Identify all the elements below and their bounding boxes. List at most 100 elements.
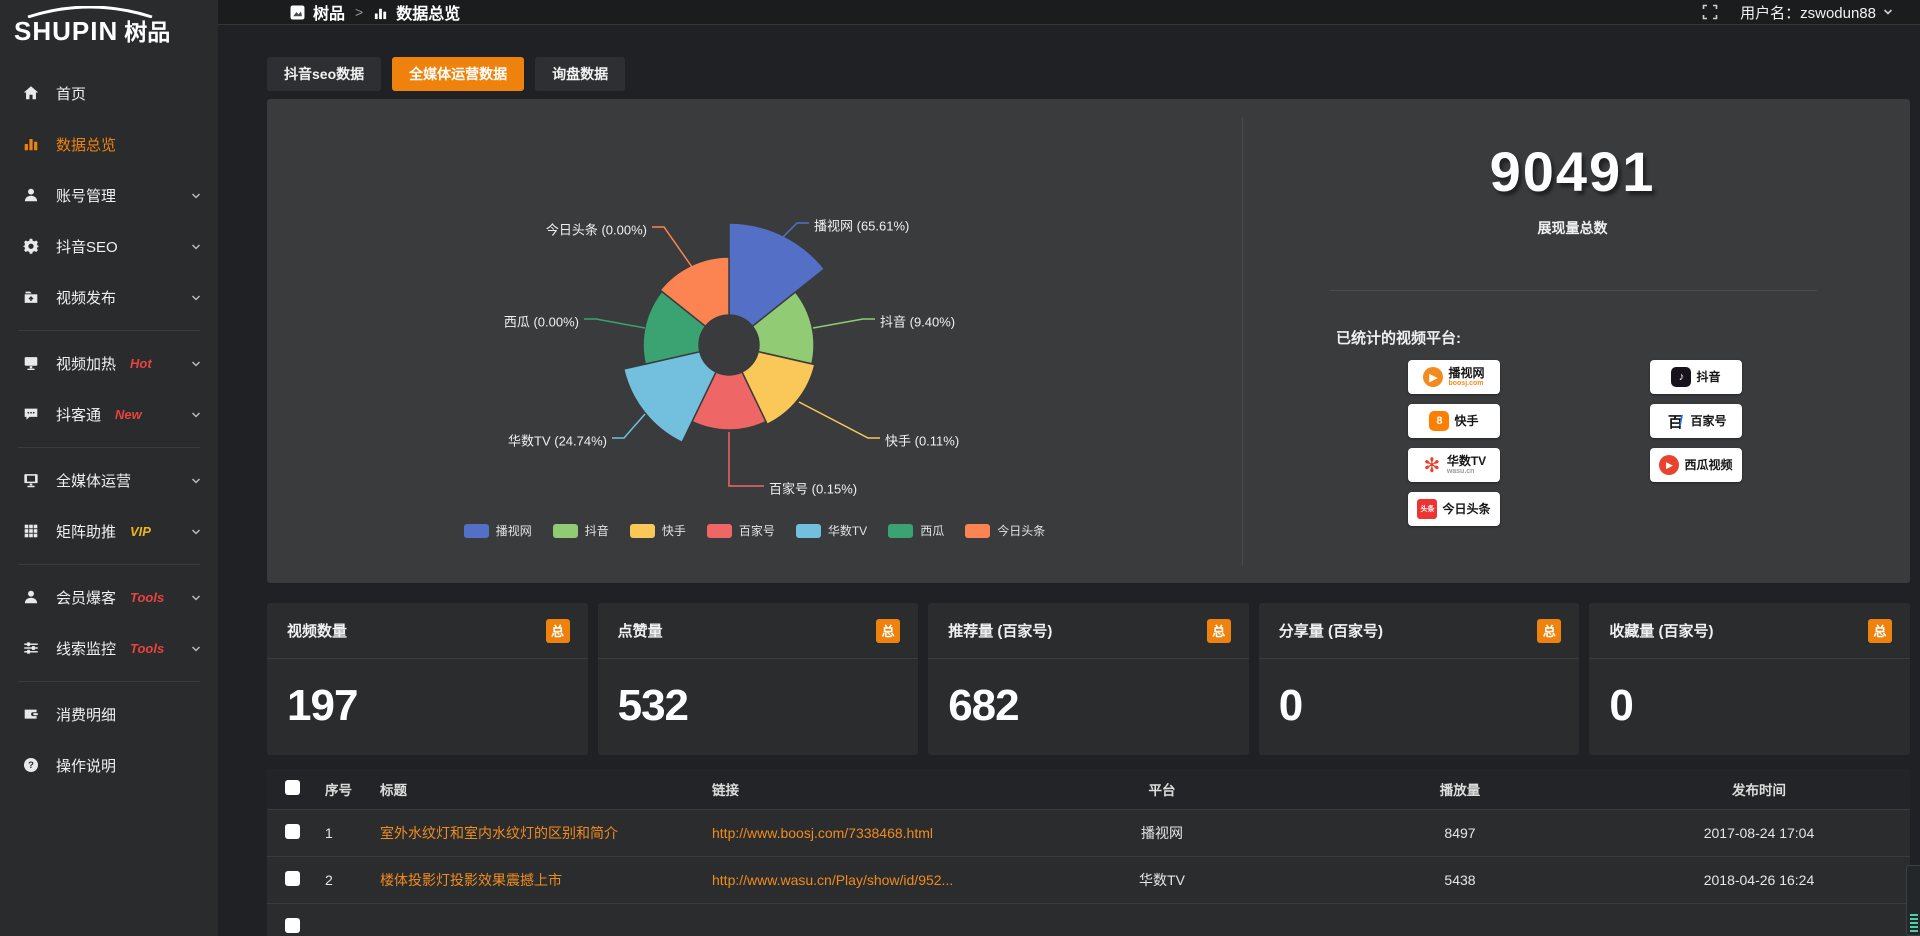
pie-slice-华数TV[interactable]: [622, 350, 718, 444]
stat-card-header: 收藏量 (百家号) 总: [1589, 603, 1910, 659]
legend-item-西瓜[interactable]: 西瓜: [888, 522, 944, 539]
platform-badge-douyin: ♪ 抖音: [1650, 360, 1742, 394]
table-header-row: 序号 标题 链接 平台 播放量 发布时间: [267, 769, 1910, 809]
legend-item-抖音[interactable]: 抖音: [552, 522, 609, 539]
table-row-clipped: [267, 903, 1910, 936]
legend-label: 快手: [661, 524, 686, 538]
impressions-total-label: 展现量总数: [1537, 220, 1608, 236]
pie-slice-播视网[interactable]: [728, 222, 826, 328]
sidebar-item-account-manage[interactable]: 账号管理: [0, 170, 218, 221]
legend-item-播视网[interactable]: 播视网: [463, 522, 532, 539]
pie-leader-line: [728, 432, 764, 487]
stat-card-4: 收藏量 (百家号) 总 0: [1589, 603, 1910, 755]
platform-sub: wasu.cn: [1446, 467, 1475, 475]
sidebar-item-label: 视频发布: [56, 290, 117, 307]
sidebar-item-douketong[interactable]: 抖客通 New: [0, 389, 218, 440]
sidebar-item-lead-monitor[interactable]: 线索监控 Tools: [0, 623, 218, 674]
sidebar-divider: [18, 447, 200, 448]
pie-label-今日头条: 今日头条 (0.00%): [546, 222, 647, 237]
sidebar-item-label: 首页: [56, 86, 87, 103]
legend-item-今日头条[interactable]: 今日头条: [965, 522, 1045, 539]
legend-swatch: [795, 523, 821, 538]
stat-card-header: 点赞量 总: [597, 603, 919, 659]
stat-card-label: 分享量 (百家号): [1278, 623, 1383, 640]
sidebar-item-member-baoke[interactable]: 会员爆客 Tools: [0, 572, 218, 623]
stat-card-1: 点赞量 总 532: [597, 603, 919, 755]
row-checkbox[interactable]: [285, 824, 300, 839]
row-checkbox[interactable]: [285, 918, 300, 933]
breadcrumb-page[interactable]: 数据总览: [373, 0, 460, 24]
stat-card-label: 视频数量: [287, 623, 348, 640]
tab-omni-media-data[interactable]: 全媒体运营数据: [392, 57, 525, 91]
stat-card-label: 点赞量: [617, 623, 663, 640]
cell-title[interactable]: 室外水纹灯和室内水纹灯的区别和简介: [380, 825, 618, 841]
chart-icon: [22, 135, 42, 155]
pie-slice-今日头条[interactable]: [659, 256, 730, 328]
cell-plays: 5438: [1444, 872, 1476, 888]
brand-logo[interactable]: SHUPIN 树品: [0, 0, 218, 58]
total-badge: 总: [1537, 618, 1562, 643]
pie-label-播视网: 播视网 (65.61%): [814, 218, 909, 233]
sidebar-item-video-publish[interactable]: 视频发布: [0, 272, 218, 323]
chat-icon: [22, 405, 42, 425]
side-float-widget[interactable]: [1906, 865, 1920, 936]
legend-item-华数TV[interactable]: 华数TV: [795, 522, 867, 539]
legend-item-快手[interactable]: 快手: [629, 522, 686, 539]
cell-time: 2017-08-24 17:04: [1703, 825, 1815, 841]
sidebar: SHUPIN 树品 首页数据总览账号管理 抖音SEO 视频发布视频加热 Hot 抖客通 N…: [0, 0, 218, 936]
monitor-icon: [22, 471, 42, 491]
kuaishou-logo-icon: 8: [1429, 411, 1450, 431]
pie-slice-快手[interactable]: [740, 350, 816, 426]
wallet-icon: [22, 705, 42, 725]
sidebar-item-omni-media[interactable]: 全媒体运营: [0, 455, 218, 506]
total-badge: 总: [876, 618, 901, 643]
user-menu[interactable]: 用户名：zswodun88: [1740, 2, 1894, 23]
sidebar-item-badge: Tools: [130, 590, 165, 605]
chevron-down-icon: [190, 190, 202, 202]
row-checkbox[interactable]: [285, 871, 300, 886]
sidebar-item-label: 线索监控: [56, 641, 117, 658]
sidebar-item-consume-detail[interactable]: 消费明细: [0, 689, 218, 740]
legend-swatch: [706, 523, 732, 538]
sidebar-item-douyin-seo[interactable]: 抖音SEO: [0, 221, 218, 272]
overview-panel: 播视网 (65.61%) 抖音 (9.40%) 快手 (0.11%) 百家号 (0.1…: [267, 99, 1910, 583]
tab-inquiry-data[interactable]: 询盘数据: [535, 57, 626, 91]
pie-label-快手: 快手 (0.11%): [885, 433, 959, 448]
pie-leader-line: [652, 226, 693, 268]
stat-card-value: 0: [1609, 681, 1633, 730]
logo-text-en: SHUPIN: [14, 16, 119, 46]
sidebar-item-data-overview[interactable]: 数据总览: [0, 119, 218, 170]
sidebar-item-label: 抖客通: [56, 407, 102, 424]
legend-label: 播视网: [495, 524, 532, 538]
breadcrumb-separator: >: [355, 4, 364, 20]
legend-item-百家号[interactable]: 百家号: [706, 522, 775, 539]
pie-label-抖音: 抖音 (9.40%): [880, 314, 955, 329]
tab-douyin-seo-data[interactable]: 抖音seo数据: [267, 57, 382, 91]
platform-badge-toutiao: 头条 今日头条: [1408, 492, 1500, 526]
sidebar-item-label: 会员爆客: [56, 590, 117, 607]
col-time: 发布时间: [1732, 783, 1786, 798]
sidebar-item-label: 视频加热: [56, 356, 117, 373]
stat-card-header: 分享量 (百家号) 总: [1258, 603, 1580, 659]
sidebar-item-matrix-boost[interactable]: 矩阵助推 VIP: [0, 506, 218, 557]
cell-link[interactable]: http://www.wasu.cn/Play/show/id/952...: [712, 872, 954, 888]
cell-title[interactable]: 楼体投影灯投影效果震撼上市: [380, 872, 562, 888]
platform-share-pie-chart: 播视网 (65.61%) 抖音 (9.40%) 快手 (0.11%) 百家号 (0.1…: [267, 105, 1242, 560]
sidebar-item-home[interactable]: 首页: [0, 68, 218, 119]
sidebar-item-help-guide[interactable]: ? 操作说明: [0, 740, 218, 791]
sidebar-item-badge: Tools: [130, 641, 165, 656]
cell-index: 2: [325, 872, 333, 888]
sidebar-item-video-boost[interactable]: 视频加热 Hot: [0, 338, 218, 389]
chevron-down-icon: [190, 292, 202, 304]
cell-link[interactable]: http://www.boosj.com/7338468.html: [712, 825, 934, 841]
breadcrumb-app[interactable]: 树品: [290, 0, 345, 24]
select-all-checkbox[interactable]: [285, 780, 300, 795]
sidebar-divider: [18, 330, 200, 331]
pie-leader-line: [612, 413, 646, 439]
stat-card-header: 视频数量 总: [267, 603, 588, 659]
col-plays: 播放量: [1439, 783, 1481, 798]
stat-card-label: 收藏量 (百家号): [1609, 623, 1714, 640]
sidebar-divider: [18, 564, 200, 565]
sidebar-item-label: 数据总览: [56, 137, 117, 154]
fullscreen-icon[interactable]: [1702, 4, 1718, 20]
